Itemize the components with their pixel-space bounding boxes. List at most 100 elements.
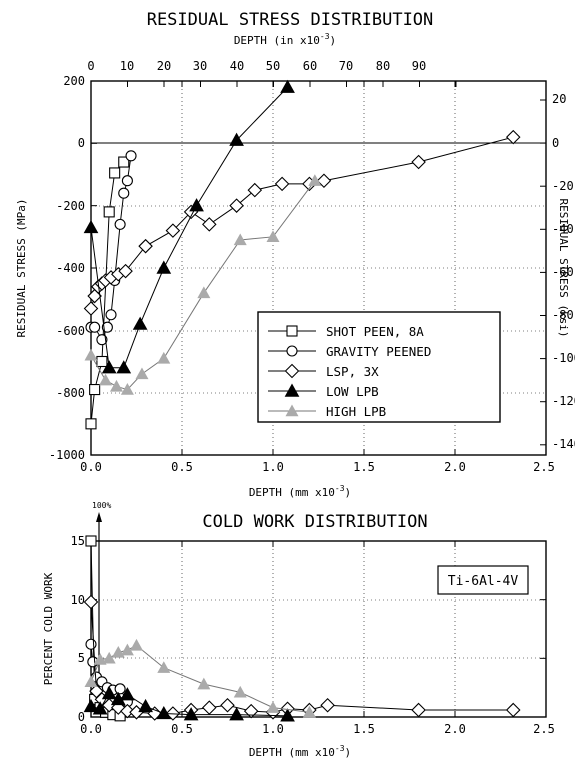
- chart-2-x-tick-label: 2.5: [533, 722, 555, 736]
- data-point: [233, 685, 247, 698]
- chart-1-top-x-axis-label: DEPTH (in x10-3): [234, 32, 336, 47]
- alloy-label: Ti-6Al-4V: [448, 574, 519, 589]
- data-point: [138, 238, 153, 254]
- data-point: [505, 702, 521, 718]
- data-point: [229, 132, 244, 146]
- series-line: [90, 180, 316, 391]
- data-point: [125, 150, 137, 162]
- chart-2-y-tick-labels: 15 10 5 0: [71, 534, 85, 724]
- chart-1-right-y-axis-label: RESIDUAL STRESS (ksi): [557, 198, 570, 337]
- data-point: [102, 651, 116, 664]
- data-point: [101, 321, 113, 333]
- chart-2-y-tick-label: 5: [78, 651, 85, 665]
- data-point: [83, 698, 99, 713]
- data-point: [85, 535, 97, 547]
- data-point: [197, 286, 211, 299]
- chart-1-tick-marks: [90, 80, 547, 456]
- data-point: [229, 707, 244, 721]
- chart-1-x-tick-label: 1.0: [262, 460, 284, 474]
- legend-label: LSP, 3X: [326, 364, 379, 379]
- chart-1-right-y-tick-label: -140: [552, 437, 575, 451]
- legend-marker: [285, 404, 299, 417]
- data-point: [411, 154, 426, 170]
- data-point: [96, 355, 108, 368]
- data-point: [280, 708, 295, 722]
- chart-1-y-tick-label: -600: [56, 324, 85, 338]
- data-point: [320, 697, 335, 713]
- data-point: [197, 677, 211, 690]
- data-point: [243, 703, 259, 719]
- data-point: [229, 198, 244, 213]
- chart-1-x-tick-label: 0.5: [171, 460, 193, 474]
- legend-marker: [286, 325, 298, 337]
- chart-1-y-tick-label: 0: [78, 136, 85, 150]
- chart-1-right-y-tick-label: -20: [552, 179, 574, 193]
- chart-2-title: COLD WORK DISTRIBUTION: [202, 512, 427, 532]
- data-point: [105, 309, 117, 321]
- chart-1-top-x-tick-label: 80: [376, 59, 390, 73]
- chart-1-right-y-tick-label: -100: [552, 351, 575, 365]
- data-point: [274, 176, 290, 192]
- data-point: [220, 697, 235, 713]
- chart-1-y-tick-labels: 200 0 -200 -400 -600 -800 -1000: [49, 74, 85, 462]
- data-point: [92, 701, 108, 715]
- chart-1-right-y-tick-label: -40: [552, 222, 574, 236]
- data-point: [132, 316, 148, 330]
- chart-1-y-tick-label: -200: [56, 199, 85, 213]
- chart-2-gridlines: [91, 541, 546, 717]
- chart-2-x-tick-label: 1.0: [262, 722, 284, 736]
- data-point: [89, 383, 101, 396]
- chart-1-right-y-tick-label: -60: [552, 265, 574, 279]
- series-gravity-peened: [85, 150, 137, 346]
- data-point: [114, 683, 126, 695]
- data-point: [96, 334, 108, 346]
- data-point: [130, 638, 143, 651]
- chart-2-series: [83, 535, 521, 722]
- annotation-arrowhead: [96, 512, 102, 522]
- chart-1-right-y-tick-label: -80: [552, 308, 574, 322]
- legend-marker: [284, 383, 300, 397]
- data-point: [316, 173, 332, 189]
- data-point: [165, 223, 181, 238]
- data-point: [85, 418, 97, 430]
- chart-1-top-x-tick-label: 0: [87, 59, 94, 73]
- legend-label: GRAVITY PEENED: [326, 344, 431, 359]
- series-line: [90, 601, 514, 714]
- chart-2-y-tick-label: 0: [78, 710, 85, 724]
- data-point: [135, 367, 149, 380]
- chart-1-x-tick-label: 2.0: [444, 460, 466, 474]
- series-line: [90, 692, 288, 717]
- chart-2-x-tick-label: 0.5: [171, 722, 193, 736]
- cold-work-chart: COLD WORK DISTRIBUTION 0.0 0.5 1.0 1.5 2…: [42, 501, 555, 759]
- data-point: [116, 360, 132, 374]
- chart-1-y-tick-label: -400: [56, 261, 85, 275]
- chart-1-top-x-tick-label: 40: [230, 59, 244, 73]
- data-point: [189, 198, 204, 212]
- data-point: [118, 263, 133, 279]
- chart-1-y-tick-label: -1000: [49, 448, 85, 462]
- chart-2-x-tick-labels: 0.0 0.5 1.0 1.5 2.0 2.5: [80, 722, 555, 736]
- chart-1-x-tick-labels: 0.0 0.5 1.0 1.5 2.0 2.5: [80, 460, 555, 474]
- chart-1-right-y-tick-label: 20: [552, 92, 566, 106]
- data-point: [202, 217, 217, 232]
- series-high-lpb: [84, 638, 316, 718]
- legend-marker: [284, 363, 300, 379]
- legend-label: LOW LPB: [326, 384, 379, 399]
- chart-2-y-tick-label: 15: [71, 534, 85, 548]
- data-point: [280, 79, 295, 93]
- chart-2-y-tick-label: 10: [71, 593, 85, 607]
- data-point: [83, 594, 99, 610]
- data-point: [156, 260, 172, 274]
- data-point: [85, 638, 97, 650]
- data-point: [266, 230, 280, 243]
- data-point: [109, 379, 123, 392]
- data-point: [157, 661, 171, 673]
- data-point: [202, 700, 217, 715]
- data-point: [89, 321, 101, 333]
- data-point: [83, 301, 99, 316]
- chart-1-title: RESIDUAL STRESS DISTRIBUTION: [147, 10, 434, 30]
- chart-1-right-y-tick-label: -120: [552, 394, 575, 408]
- residual-stress-chart: RESIDUAL STRESS DISTRIBUTION DEPTH (in x…: [15, 10, 575, 499]
- data-point: [114, 218, 126, 230]
